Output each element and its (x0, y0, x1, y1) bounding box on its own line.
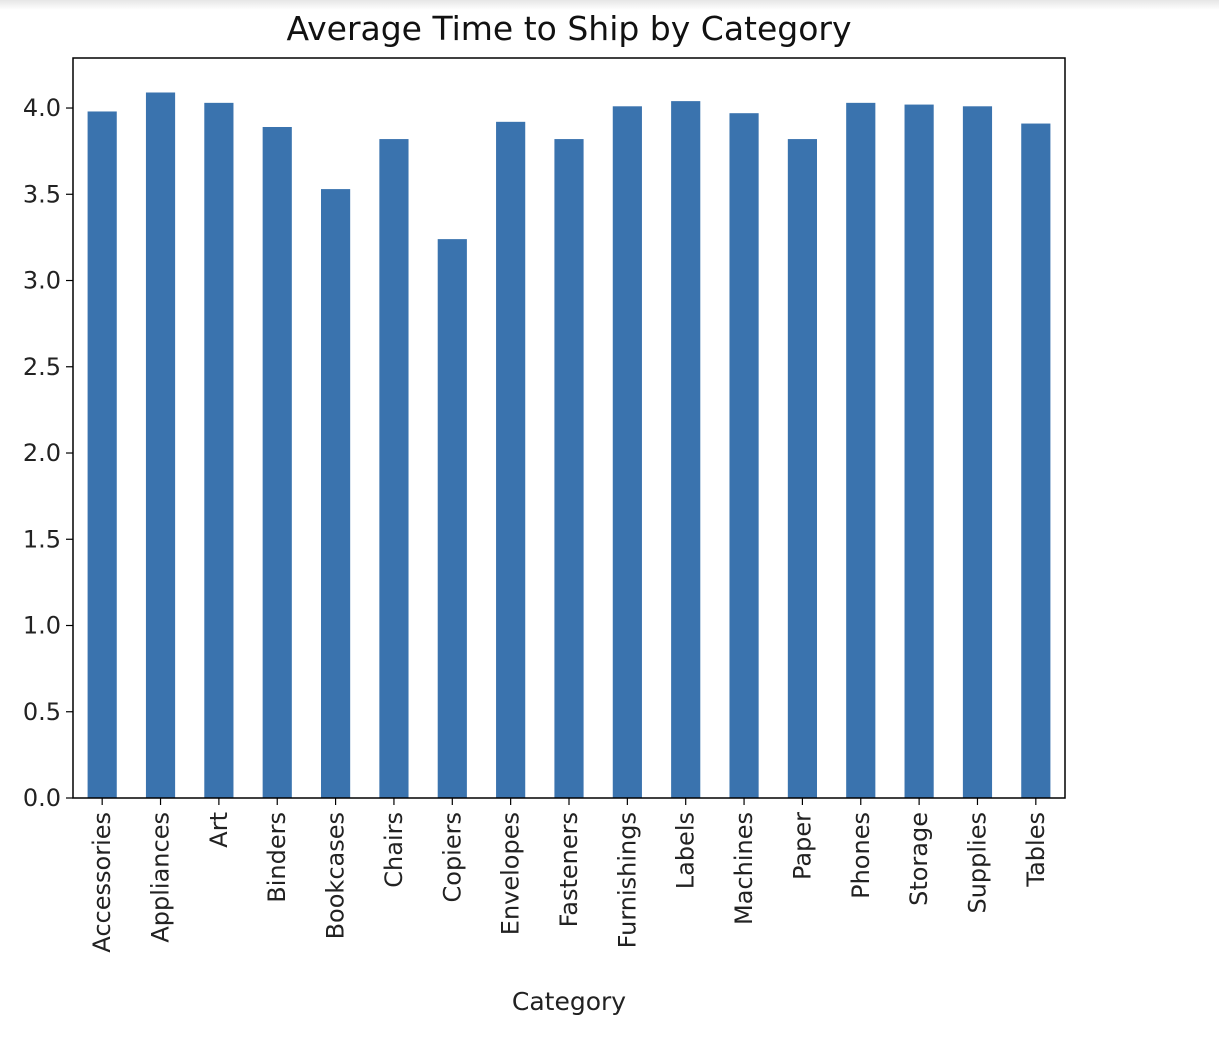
bar-fasteners (554, 139, 584, 798)
bar-furnishings (612, 106, 642, 799)
y-tick-label: 1.5 (23, 525, 61, 553)
x-tick-label: Furnishings (613, 812, 641, 948)
x-tick-label: Accessories (88, 812, 116, 953)
x-tick-label: Machines (730, 812, 758, 925)
x-tick-label: Fasteners (555, 812, 583, 927)
y-tick-label: 3.5 (23, 180, 61, 208)
bar-envelopes (496, 121, 526, 798)
x-tick-label: Copiers (438, 812, 466, 902)
bar-appliances (145, 92, 176, 798)
x-tick-label: Bookcases (322, 812, 350, 939)
x-tick-label: Appliances (147, 812, 175, 943)
bar-chairs (379, 139, 409, 798)
bar-storage (904, 104, 934, 798)
bar-tables (1021, 123, 1051, 798)
x-tick-label: Tables (1022, 812, 1050, 888)
bar-accessories (87, 111, 117, 798)
x-tick-label: Supplies (963, 812, 991, 914)
x-axis-label: Category (512, 987, 626, 1016)
bar-binders (262, 126, 292, 798)
x-axis: Accessories Appliances Art Binders Bookcases… (88, 798, 1050, 953)
bar-art (204, 102, 234, 798)
x-tick-label: Chairs (380, 812, 408, 888)
y-tick-label: 2.0 (23, 439, 61, 467)
bar-copiers (437, 239, 467, 798)
x-tick-label: Phones (847, 812, 875, 899)
y-tick-label: 2.5 (23, 353, 61, 381)
bar-phones (846, 102, 876, 798)
y-tick-label: 3.0 (23, 267, 61, 295)
x-tick-label: Envelopes (497, 812, 525, 935)
window-top-shade (0, 0, 1219, 10)
bar-paper (787, 139, 817, 798)
x-tick-label: Art (205, 812, 233, 848)
x-tick-label: Storage (905, 812, 933, 906)
y-tick-label: 4.0 (23, 94, 61, 122)
y-axis: 0.0 0.5 1.0 1.5 2.0 2.5 3.0 3.5 4.0 (23, 94, 73, 812)
bar-machines (729, 113, 759, 799)
y-tick-label: 1.0 (23, 612, 61, 640)
bars-group (87, 92, 1051, 799)
bar-supplies (962, 106, 993, 799)
bar-labels (671, 101, 701, 799)
x-tick-label: Labels (672, 812, 700, 889)
bar-bookcases (321, 189, 351, 798)
y-tick-label: 0.0 (23, 784, 61, 812)
y-tick-label: 0.5 (23, 698, 61, 726)
x-tick-label: Binders (263, 812, 291, 903)
chart-title: Average Time to Ship by Category (286, 9, 851, 48)
x-tick-label: Paper (788, 812, 816, 880)
